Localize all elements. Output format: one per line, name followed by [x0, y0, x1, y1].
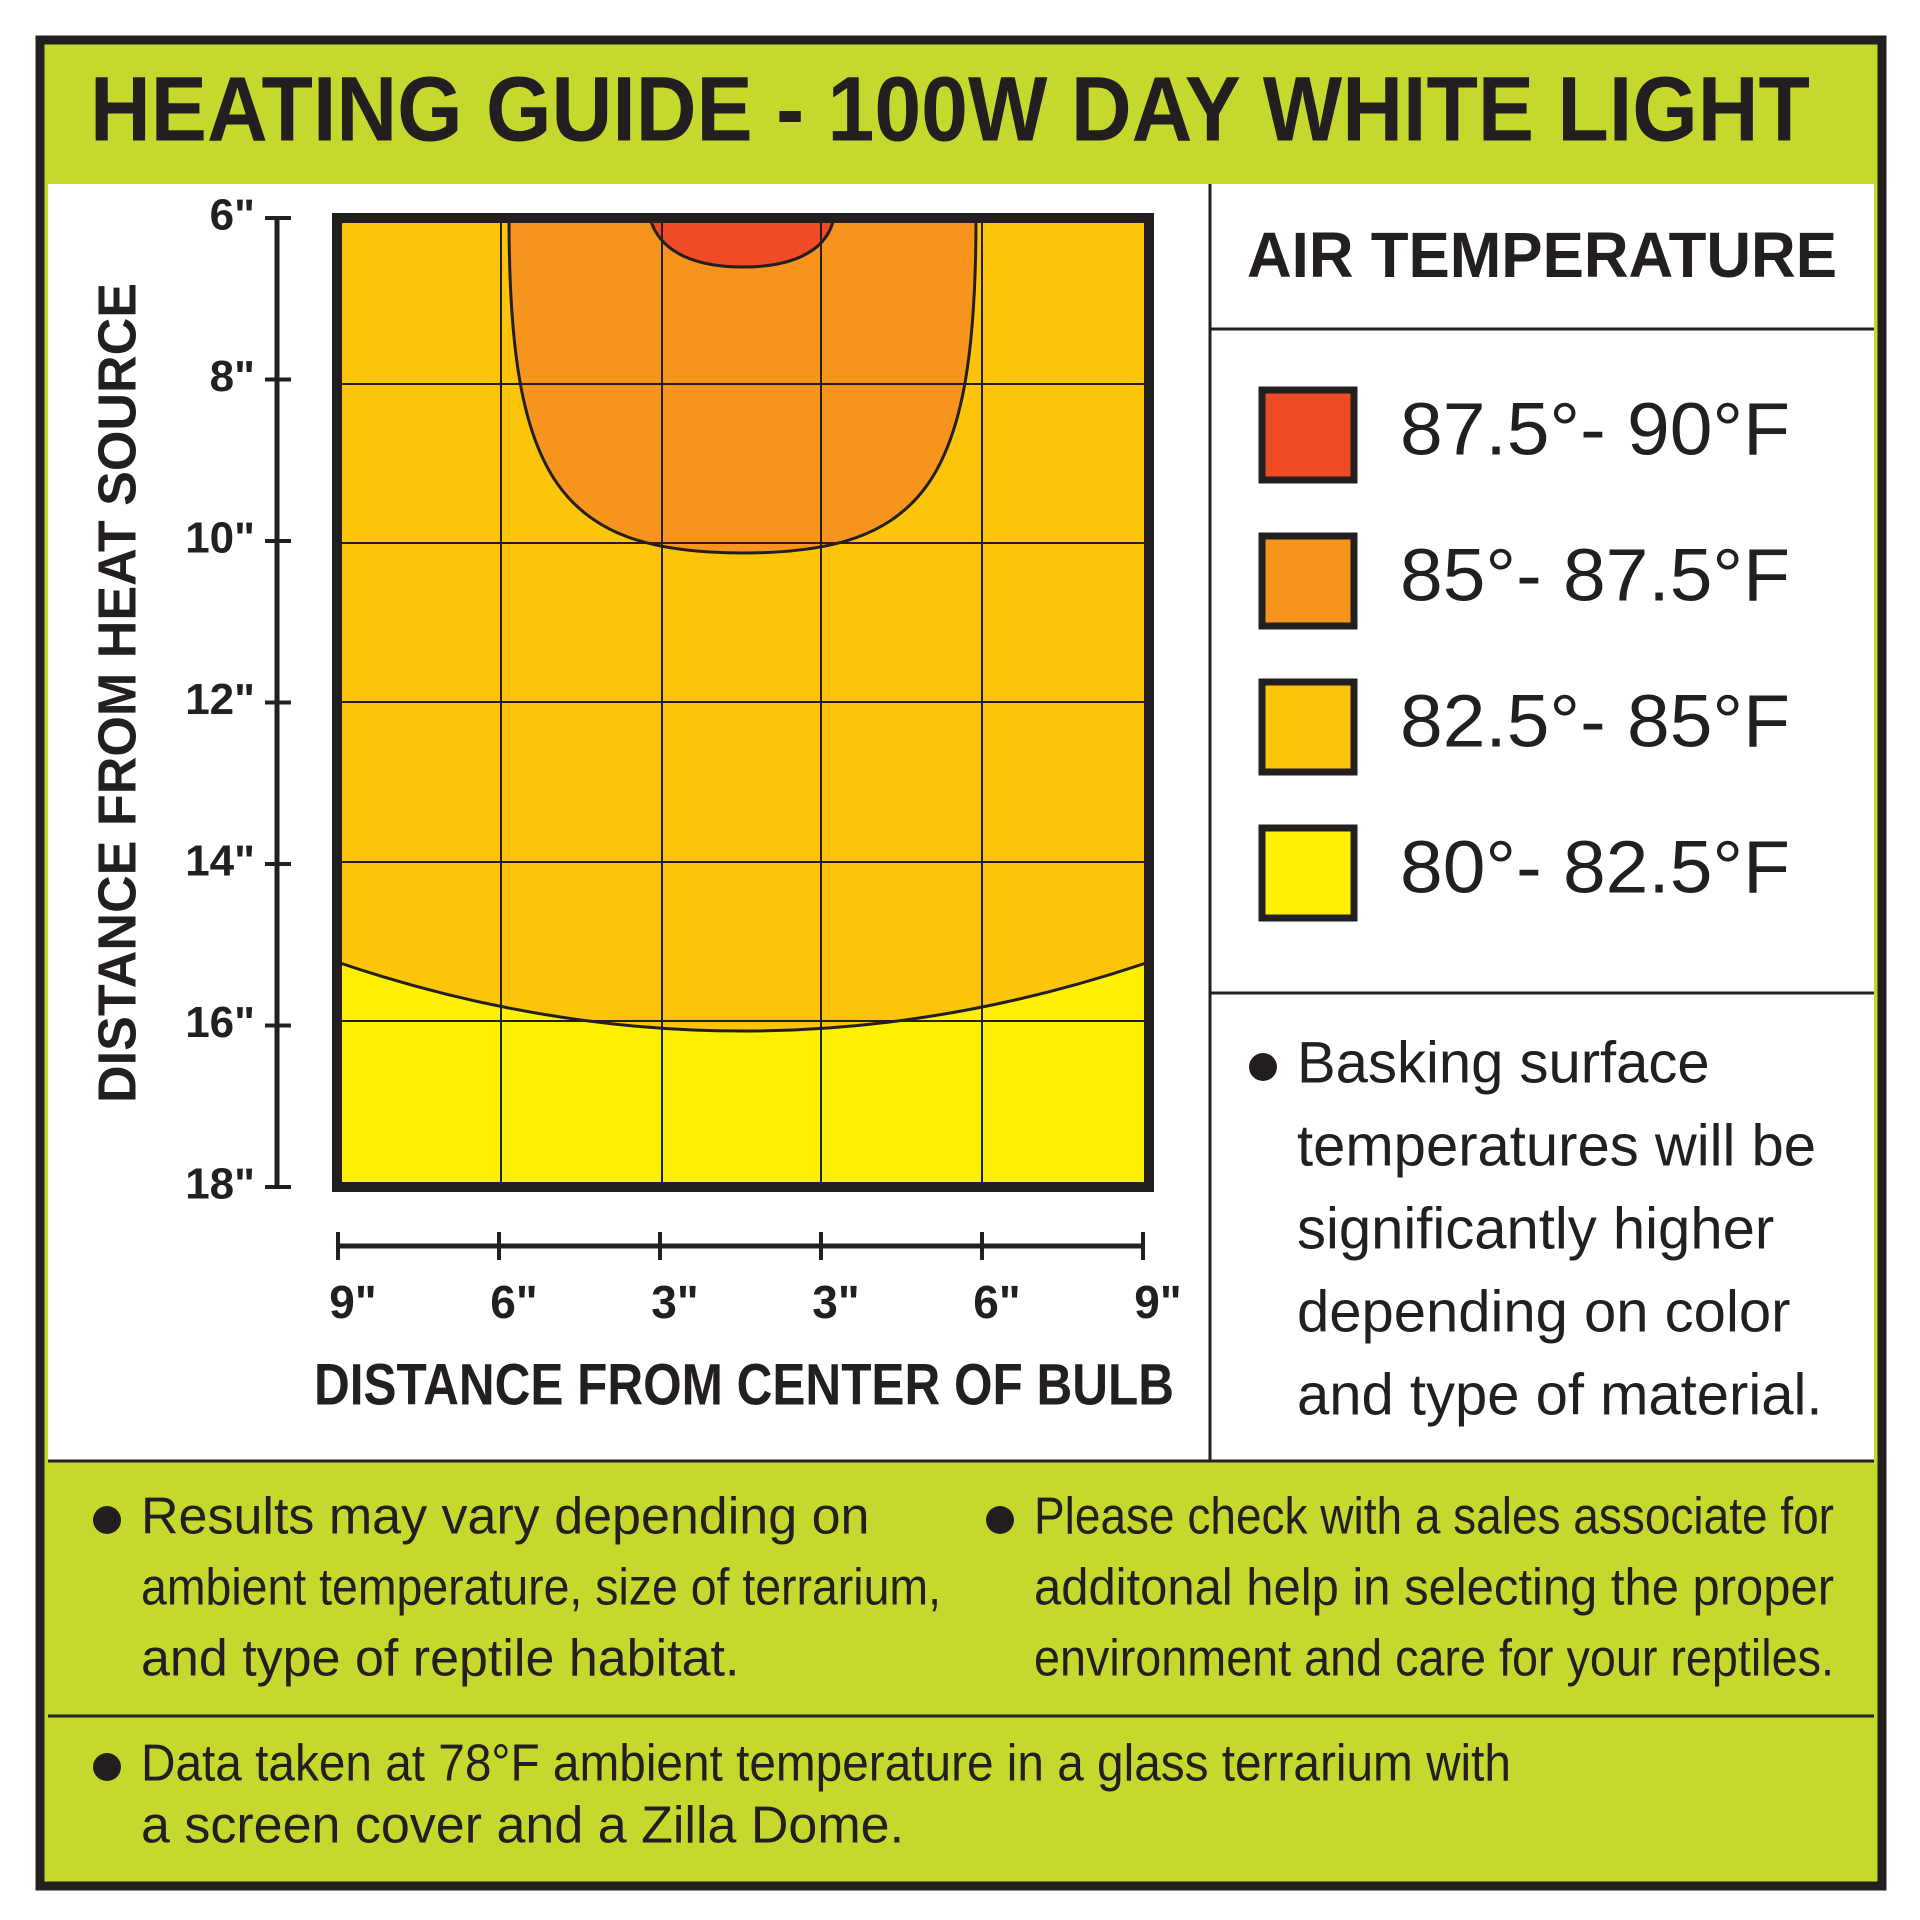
legend-swatch: [1258, 824, 1358, 922]
y-tick-label: 16": [185, 998, 255, 1047]
legend-title: AIR TEMPERATURE: [1247, 219, 1837, 291]
y-tick-label: 8": [210, 352, 255, 401]
y-tick-label: 14": [185, 837, 255, 886]
legend: AIR TEMPERATURE 87.5°- 90°F 85°- 87.5°F 82.…: [1247, 219, 1837, 922]
zone: [648, 216, 836, 269]
x-tick-label: 6": [490, 1276, 537, 1328]
note-line: Basking surface: [1297, 1030, 1710, 1095]
legend-swatch: [1258, 532, 1358, 630]
heat-map: 6" 8" 10" 12" 14" 16" 18" DISTANCE FROM HEAT SO…: [87, 191, 1181, 1418]
note-line: Results may vary depending on: [141, 1488, 869, 1546]
note-line: Data taken at 78°F ambient temperature i…: [141, 1735, 1511, 1793]
note-line: depending on color: [1297, 1279, 1790, 1344]
y-tick-label: 18": [185, 1160, 255, 1209]
note-line: a screen cover and a Zilla Dome.: [141, 1797, 904, 1855]
legend-swatch: [1258, 386, 1358, 484]
plot-frame: [332, 213, 1154, 1192]
x-tick-label: 3": [812, 1276, 859, 1328]
x-tick-label: 9": [1134, 1276, 1181, 1328]
y-tick-label: 6": [210, 191, 255, 240]
note-line: environment and care for your reptiles.: [1034, 1630, 1834, 1688]
legend-swatch: [1258, 678, 1358, 776]
legend-label: 80°- 82.5°F: [1400, 826, 1790, 909]
x-tick-label: 6": [973, 1276, 1020, 1328]
note-line: additonal help in selecting the proper: [1034, 1559, 1834, 1617]
zone: [507, 216, 978, 555]
legend-label: 82.5°- 85°F: [1400, 680, 1790, 763]
note-line: and type of reptile habitat.: [141, 1630, 739, 1688]
y-tick-label: 10": [185, 514, 255, 563]
bullet: [93, 1753, 121, 1781]
y-tick-label: 12": [185, 675, 255, 724]
x-axis-title: DISTANCE FROM CENTER OF BULB: [314, 1352, 1174, 1417]
note-line: Please check with a sales associate for: [1034, 1488, 1834, 1546]
title: HEATING GUIDE - 100W DAY WHITE LIGHT: [90, 58, 1810, 160]
bullet: [986, 1506, 1014, 1534]
x-tick-label: 9": [329, 1276, 376, 1328]
legend-label: 85°- 87.5°F: [1400, 534, 1790, 617]
notes: Basking surface temperatures will be signi…: [93, 1030, 1834, 1855]
note-line: significantly higher: [1297, 1196, 1774, 1261]
y-axis-title: DISTANCE FROM HEAT SOURCE: [87, 283, 147, 1103]
note-line: and type of material.: [1297, 1362, 1823, 1427]
legend-label: 87.5°- 90°F: [1400, 388, 1790, 471]
bullet: [93, 1506, 121, 1534]
bullet: [1249, 1053, 1277, 1081]
note-line: temperatures will be: [1297, 1113, 1816, 1178]
note-line: ambient temperature, size of terrarium,: [141, 1559, 941, 1617]
x-tick-label: 3": [651, 1276, 698, 1328]
